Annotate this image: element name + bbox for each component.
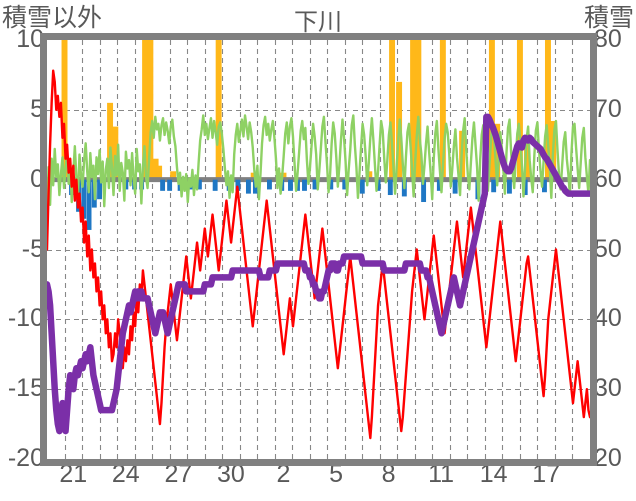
precipitation-bar bbox=[245, 179, 251, 194]
snowfall-bar bbox=[61, 40, 68, 180]
precipitation-bar bbox=[302, 179, 307, 191]
precipitation-bar bbox=[522, 179, 528, 196]
snowfall-bar bbox=[523, 134, 530, 180]
y-tick-right: 50 bbox=[594, 234, 622, 263]
precipitation-bar bbox=[328, 179, 334, 190]
plot-area bbox=[47, 40, 590, 459]
snowfall-bar bbox=[366, 171, 373, 180]
precipitation-bar bbox=[212, 179, 218, 191]
right-axis-title: 積雪 bbox=[583, 4, 634, 32]
snowfall-bar bbox=[112, 126, 119, 180]
snowfall-bar bbox=[107, 102, 114, 180]
y-tick-left: 10 bbox=[16, 25, 44, 53]
snowfall-bar bbox=[156, 165, 163, 180]
precipitation-bar bbox=[235, 179, 241, 191]
snowfall-bar bbox=[170, 171, 177, 180]
precipitation-bar bbox=[160, 179, 166, 191]
y-tick-left: -10 bbox=[7, 304, 44, 333]
snowfall-bar bbox=[516, 40, 523, 180]
y-tick-left: -5 bbox=[21, 234, 44, 263]
snowfall-bar bbox=[142, 40, 149, 180]
y-tick-right: 20 bbox=[594, 444, 622, 472]
y-tick-left: 0 bbox=[30, 164, 44, 193]
snowfall-bar bbox=[415, 40, 422, 180]
y-tick-right: 30 bbox=[594, 374, 622, 403]
series-line-red bbox=[47, 69, 590, 440]
precipitation-bar bbox=[387, 179, 393, 196]
y-tick-left: -20 bbox=[7, 444, 44, 472]
snowfall-bar bbox=[280, 172, 287, 180]
precipitation-bar bbox=[359, 179, 365, 194]
y-tick-right: 60 bbox=[594, 164, 622, 193]
precipitation-bar bbox=[167, 179, 173, 191]
precipitation-bar bbox=[491, 179, 497, 193]
snowfall-bar bbox=[389, 40, 396, 180]
precipitation-bar bbox=[86, 179, 92, 230]
precipitation-bar bbox=[97, 179, 103, 200]
precipitation-bar bbox=[81, 179, 87, 219]
precipitation-bar bbox=[312, 179, 318, 190]
x-tick: 8 bbox=[381, 460, 396, 488]
y-tick-left: 5 bbox=[30, 94, 44, 123]
snowfall-bar bbox=[544, 40, 551, 180]
left-axis-title: 積雪以外 bbox=[2, 4, 103, 32]
snowfall-bar bbox=[152, 158, 159, 180]
precipitation-bar bbox=[542, 179, 547, 193]
snowfall-bar bbox=[488, 40, 495, 180]
snowfall-bar bbox=[410, 40, 417, 180]
snowfall-bar bbox=[215, 40, 222, 180]
y-tick-right: 40 bbox=[594, 304, 622, 333]
y-tick-right: 80 bbox=[594, 25, 622, 53]
chart-title: 下川 bbox=[294, 9, 342, 36]
precipitation-bar bbox=[436, 179, 442, 191]
x-tick: 2 bbox=[276, 460, 291, 488]
precipitation-bar bbox=[342, 179, 348, 190]
snowfall-bar bbox=[439, 40, 446, 180]
x-tick: 5 bbox=[329, 460, 343, 488]
precipitation-bar bbox=[452, 179, 458, 194]
series-line-purple bbox=[47, 113, 590, 435]
y-tick-right: 70 bbox=[594, 94, 622, 123]
snowfall-bar bbox=[147, 40, 154, 180]
y-tick-left: -15 bbox=[7, 374, 44, 403]
precipitation-bar bbox=[267, 179, 272, 190]
precipitation-bar bbox=[506, 179, 512, 194]
precipitation-bar bbox=[288, 179, 293, 191]
chart-canvas bbox=[47, 40, 590, 459]
precipitation-bar bbox=[196, 179, 202, 190]
precipitation-bar bbox=[421, 179, 427, 203]
